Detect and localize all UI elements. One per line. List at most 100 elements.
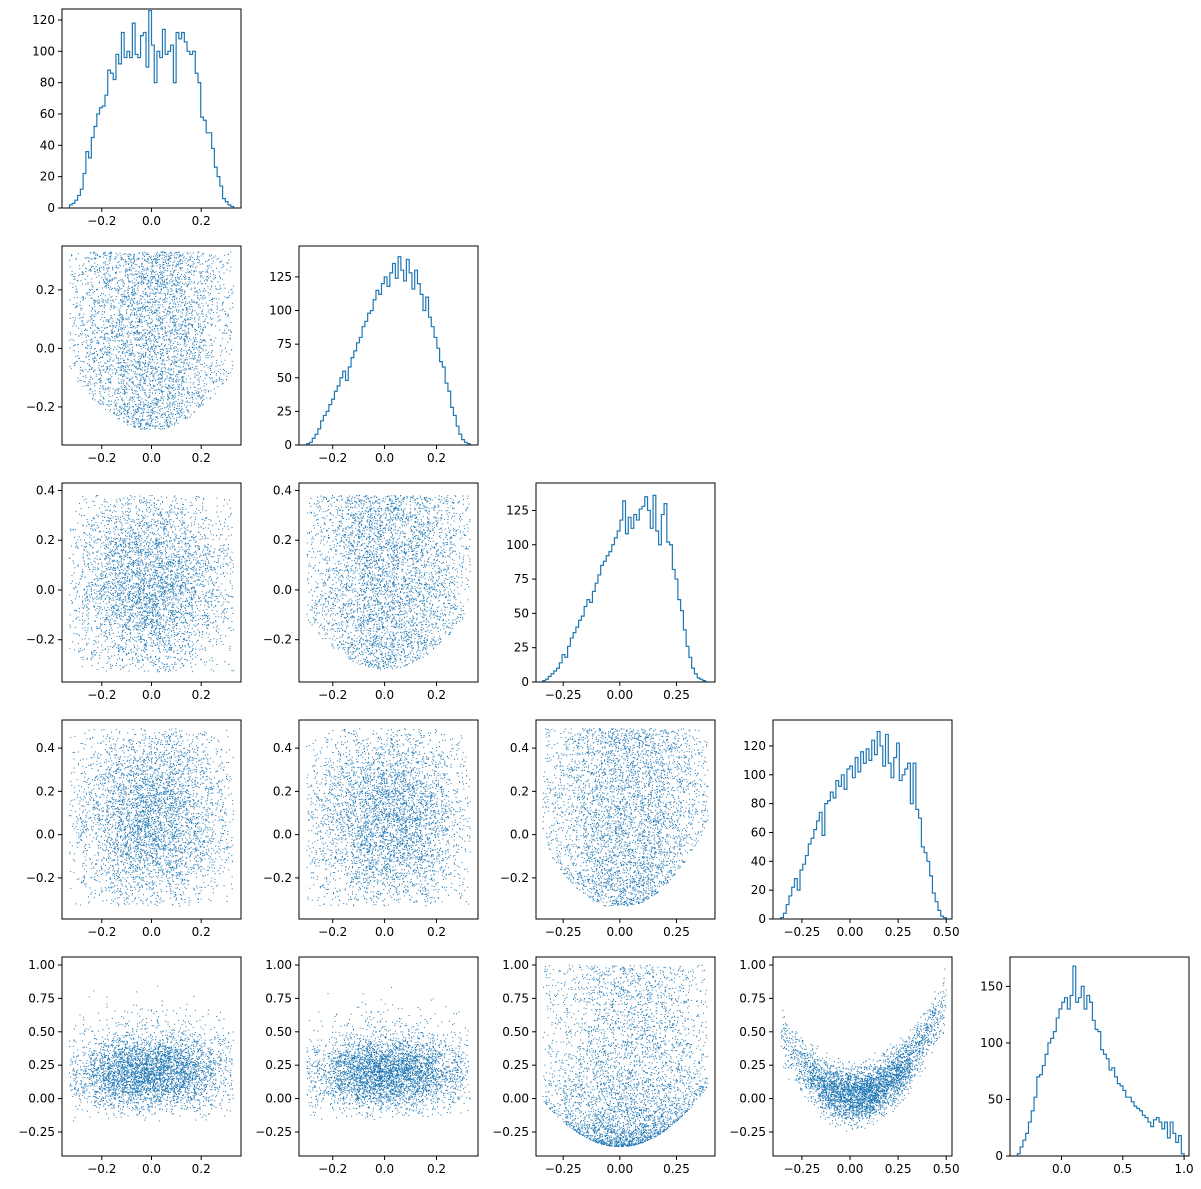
scatter-point: [148, 314, 150, 316]
scatter-point: [158, 286, 160, 288]
scatter-point: [146, 294, 148, 296]
scatter-point: [179, 290, 181, 292]
scatter-point: [228, 353, 230, 355]
scatter-point: [195, 593, 197, 595]
scatter-point: [159, 277, 161, 279]
scatter-point: [207, 277, 209, 279]
scatter-point: [145, 623, 147, 625]
scatter-point: [142, 305, 144, 307]
scatter-point: [151, 266, 153, 268]
scatter-point: [123, 389, 125, 391]
scatter-point: [182, 549, 184, 551]
scatter-point: [103, 513, 105, 515]
scatter-point: [182, 323, 184, 325]
scatter-point: [182, 581, 184, 583]
scatter-point: [109, 262, 111, 264]
scatter-point: [89, 596, 91, 598]
scatter-point: [179, 562, 181, 564]
scatter-point: [172, 322, 174, 324]
scatter-point: [122, 317, 124, 319]
scatter-point: [223, 545, 225, 547]
scatter-point: [183, 417, 185, 419]
scatter-point: [200, 396, 202, 398]
scatter-point: [164, 259, 166, 261]
scatter-point: [137, 419, 139, 421]
scatter-point: [137, 257, 139, 259]
scatter-point: [73, 323, 75, 325]
scatter-point: [105, 285, 107, 287]
scatter-point: [197, 322, 199, 324]
scatter-point: [219, 287, 221, 289]
scatter-point: [126, 342, 128, 344]
scatter-point: [147, 269, 149, 271]
scatter-point: [157, 281, 159, 282]
scatter-point: [139, 361, 141, 363]
scatter-point: [132, 383, 134, 385]
scatter-point: [168, 641, 170, 643]
scatter-point: [138, 592, 140, 594]
scatter-point: [133, 257, 135, 259]
scatter-point: [127, 408, 129, 410]
scatter-point: [91, 366, 93, 368]
scatter-point: [224, 310, 226, 312]
scatter-point: [109, 645, 111, 647]
scatter-point: [169, 392, 171, 394]
scatter-point: [151, 328, 153, 330]
scatter-point: [138, 275, 140, 277]
scatter-point: [159, 266, 161, 268]
scatter-point: [154, 298, 156, 300]
scatter-point: [82, 273, 84, 275]
scatter-point: [186, 336, 188, 338]
scatter-point: [111, 299, 113, 301]
scatter-point: [175, 332, 177, 334]
scatter-point: [126, 270, 128, 272]
scatter-point: [69, 332, 71, 334]
scatter-point: [172, 328, 174, 330]
scatter-point: [110, 381, 112, 383]
scatter-point: [185, 407, 187, 409]
scatter-point: [123, 295, 125, 297]
scatter-point: [162, 266, 164, 268]
scatter-point: [223, 612, 225, 614]
scatter-point: [180, 371, 182, 373]
scatter-point: [201, 341, 203, 343]
scatter-point: [169, 258, 171, 260]
scatter-point: [138, 344, 140, 346]
scatter-point: [182, 389, 184, 391]
scatter-point: [214, 275, 216, 277]
scatter-point: [143, 597, 145, 599]
scatter-point: [158, 264, 160, 266]
scatter-point: [140, 424, 142, 426]
scatter-point: [133, 409, 135, 411]
scatter-point: [134, 640, 136, 642]
scatter-point: [72, 325, 74, 327]
scatter-point: [173, 409, 175, 411]
scatter-point: [176, 321, 178, 323]
scatter-point: [226, 262, 228, 264]
scatter-point: [192, 252, 194, 254]
scatter-point: [116, 296, 118, 298]
scatter-point: [111, 376, 113, 378]
scatter-point: [145, 352, 147, 354]
scatter-point: [197, 614, 199, 616]
scatter-point: [115, 306, 117, 308]
scatter-point: [129, 326, 131, 328]
scatter-point: [149, 292, 151, 294]
scatter-point: [199, 276, 201, 278]
scatter-point: [186, 405, 188, 407]
scatter-point: [138, 302, 140, 304]
scatter-point: [104, 252, 106, 254]
scatter-point: [175, 269, 177, 271]
scatter-point: [167, 561, 169, 563]
scatter-point: [190, 255, 192, 257]
scatter-point: [147, 421, 149, 423]
scatter-point: [145, 332, 147, 334]
scatter-point: [187, 363, 189, 365]
scatter-point: [86, 346, 88, 348]
scatter-point: [174, 318, 176, 320]
scatter-point: [199, 356, 201, 358]
scatter-point: [176, 502, 178, 504]
scatter-point: [203, 395, 205, 397]
scatter-point: [122, 319, 124, 321]
scatter-point: [104, 391, 106, 393]
